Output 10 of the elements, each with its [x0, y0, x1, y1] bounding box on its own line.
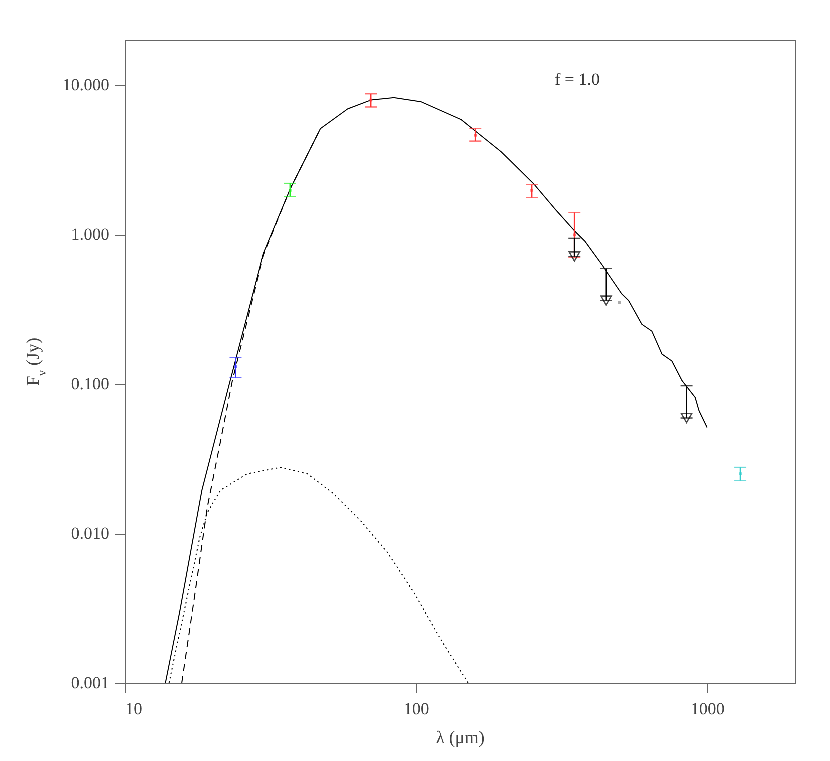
y-tick-label: 10.000 [62, 76, 110, 95]
x-tick-label: 10 [126, 700, 142, 718]
x-axis-title: λ (μm) [436, 728, 485, 748]
annotation: f = 1.0 [555, 70, 600, 89]
y-tick-label: 0.100 [71, 374, 110, 394]
x-tick-label: 100 [404, 700, 430, 718]
y-tick-label: 1.000 [71, 225, 110, 244]
x-tick-label: 1000 [690, 700, 725, 718]
y-tick-label: 0.001 [71, 674, 110, 692]
y-tick-label: 0.010 [71, 524, 110, 543]
